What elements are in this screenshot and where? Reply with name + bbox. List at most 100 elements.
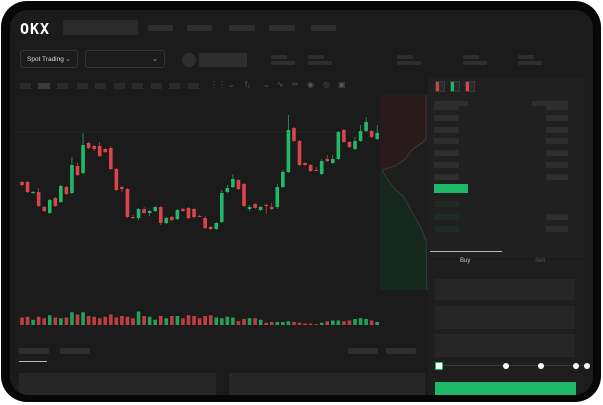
timeframe-button[interactable] — [77, 83, 88, 89]
price-input[interactable] — [435, 279, 575, 300]
candle-type-icon[interactable]: ⋮⋮ — [210, 80, 226, 89]
volume-bar — [275, 322, 280, 325]
timeframe-button-active[interactable] — [38, 83, 50, 89]
pair-selector[interactable]: ⌄ — [85, 50, 165, 68]
timeframe-button[interactable] — [169, 83, 180, 89]
orderbook-price[interactable] — [434, 127, 459, 133]
orderbook-price[interactable] — [434, 138, 459, 144]
volume-bar — [203, 316, 207, 325]
candle-body — [231, 179, 235, 187]
tab-buy[interactable]: Buy — [460, 258, 471, 264]
orderbook-asks-icon[interactable] — [465, 81, 475, 92]
volume-bar — [142, 316, 146, 325]
orderbook-price[interactable] — [434, 226, 459, 232]
filter-button[interactable] — [348, 348, 378, 354]
candle-body — [47, 200, 52, 213]
candle-body — [81, 145, 85, 173]
chevron-down-icon[interactable]: ⌄ — [228, 80, 235, 89]
market-selector[interactable]: Spot Trading ⌄ — [20, 50, 78, 68]
stat-value — [271, 61, 295, 65]
volume-bar — [308, 323, 313, 325]
nav-item[interactable] — [148, 25, 173, 31]
line-tool-icon[interactable]: ∿ — [277, 80, 284, 89]
chevron-down-icon[interactable]: ⌄ — [263, 80, 270, 89]
nav-item[interactable] — [269, 25, 295, 31]
candle-body — [297, 141, 302, 165]
volume-bar — [197, 318, 202, 325]
orderbook-bids-icon[interactable] — [450, 81, 460, 92]
candle-body — [308, 165, 313, 171]
tab-order-history[interactable] — [60, 348, 90, 354]
orderbook-amount — [546, 104, 568, 110]
stat-label — [271, 55, 287, 59]
tab-sell[interactable]: Sell — [535, 258, 546, 264]
tab-indicator — [430, 251, 502, 252]
candle-body — [264, 205, 268, 206]
okx-logo[interactable]: OKX — [20, 20, 51, 38]
volume-bar — [364, 319, 368, 325]
timeframe-button[interactable] — [20, 83, 31, 89]
slider-handle[interactable] — [435, 362, 443, 370]
orderbook-price[interactable] — [434, 104, 459, 110]
candle-body — [247, 207, 252, 209]
volume-bar — [247, 318, 252, 325]
volume-bar — [336, 320, 341, 325]
candle-body — [214, 223, 219, 229]
volume-bar — [31, 319, 35, 325]
volume-bar — [269, 322, 274, 325]
orderbook-amount — [546, 214, 568, 220]
volume-bar — [331, 320, 335, 325]
slider-track[interactable] — [438, 365, 586, 366]
orderbook-amount — [546, 127, 568, 133]
candle-body — [114, 169, 119, 190]
orderbook-both-icon[interactable] — [435, 81, 445, 92]
orderbook-price[interactable] — [434, 150, 459, 156]
slider-stop-25[interactable] — [503, 363, 509, 369]
amount-input[interactable] — [435, 306, 575, 329]
volume-bar — [297, 322, 302, 325]
ruler-icon[interactable]: ✏ — [292, 80, 299, 89]
nav-item[interactable] — [187, 25, 212, 31]
orderbook-price[interactable] — [434, 115, 459, 121]
volume-bar — [353, 319, 357, 325]
buy-button[interactable] — [435, 382, 576, 395]
settings-icon[interactable]: ◎ — [323, 80, 330, 89]
slider-stop-50[interactable] — [538, 363, 544, 369]
volume-bar — [109, 314, 113, 325]
candlestick-chart[interactable] — [10, 10, 593, 395]
timeframe-button[interactable] — [151, 83, 162, 89]
orderbook-price[interactable] — [434, 214, 459, 220]
timeframe-button[interactable] — [188, 83, 199, 89]
volume-bar — [25, 316, 30, 325]
candle-body — [158, 207, 163, 223]
timeframe-button[interactable] — [114, 83, 125, 89]
timeframe-button[interactable] — [95, 83, 106, 89]
slider-stop-100[interactable] — [584, 363, 590, 369]
nav-item[interactable] — [311, 25, 336, 31]
timeframe-button[interactable] — [132, 83, 143, 89]
orderbook-price[interactable] — [434, 162, 459, 168]
tab-open-orders[interactable] — [19, 348, 49, 354]
fullscreen-icon[interactable]: ▣ — [338, 80, 346, 89]
nav-search[interactable] — [63, 20, 138, 35]
volume-bar — [75, 314, 80, 325]
volume-bar — [253, 318, 257, 325]
candle-body — [336, 132, 341, 159]
timeframe-button[interactable] — [57, 83, 68, 89]
stat-label — [463, 55, 479, 59]
volume-bar — [236, 321, 241, 325]
slider-stop-75[interactable] — [573, 363, 579, 369]
stat-value — [308, 61, 332, 65]
nav-item[interactable] — [229, 25, 255, 31]
orderbook-price[interactable] — [434, 201, 459, 207]
orderbook-price[interactable] — [434, 174, 459, 180]
volume-bar — [375, 322, 379, 325]
bottom-card — [19, 373, 216, 395]
camera-icon[interactable]: ◉ — [307, 80, 314, 89]
filter-button[interactable] — [386, 348, 416, 354]
total-input[interactable] — [435, 334, 575, 357]
volume-bar — [225, 316, 230, 325]
indicator-icon[interactable]: f₂ — [245, 80, 251, 89]
depth-chart — [380, 95, 428, 291]
volume-bar — [264, 322, 268, 325]
